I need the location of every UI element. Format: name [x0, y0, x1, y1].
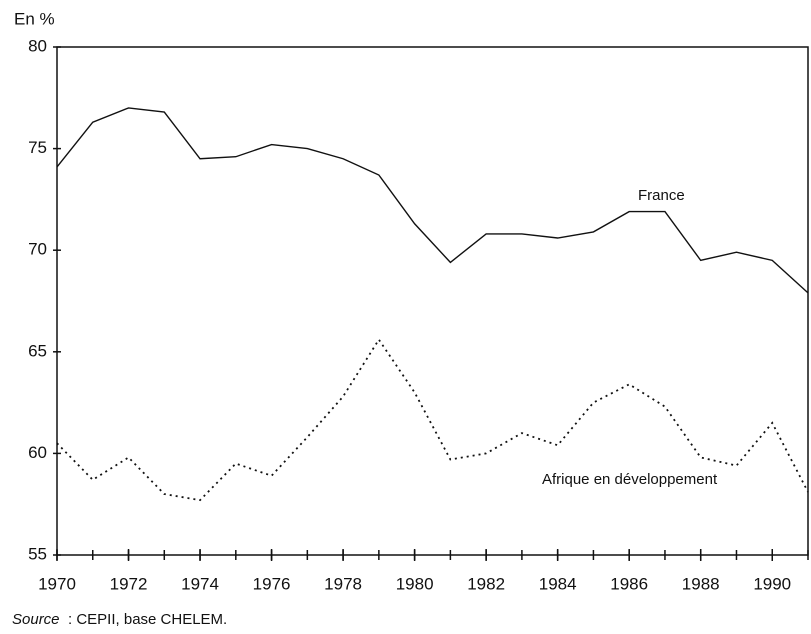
x-tick-label: 1976 — [253, 574, 291, 593]
x-tick-label: 1970 — [38, 574, 76, 593]
x-tick-label: 1988 — [682, 574, 720, 593]
source-label: Source — [12, 611, 60, 628]
y-tick-label: 60 — [28, 443, 47, 462]
series-label: Afrique en développement — [542, 471, 718, 488]
x-tick-label: 1982 — [467, 574, 505, 593]
series-line — [56, 337, 809, 502]
x-tick-label: 1978 — [324, 574, 362, 593]
y-tick-label: 80 — [28, 36, 47, 55]
series-label: France — [638, 187, 685, 204]
x-tick-label: 1990 — [753, 574, 791, 593]
plot-frame — [56, 46, 809, 556]
y-tick-label: 75 — [28, 138, 47, 157]
y-tick-label: 65 — [28, 341, 47, 360]
x-tick-label: 1972 — [110, 574, 148, 593]
series-line — [56, 107, 809, 294]
y-tick-label: 55 — [28, 544, 47, 563]
y-tick-label: 70 — [28, 240, 47, 259]
y-axis-label: En % — [14, 9, 55, 28]
x-tick-label: 1984 — [539, 574, 577, 593]
x-tick-label: 1974 — [181, 574, 219, 593]
x-tick-label: 1980 — [396, 574, 434, 593]
source-text: : CEPII, base CHELEM. — [68, 611, 227, 628]
x-tick-label: 1986 — [610, 574, 648, 593]
